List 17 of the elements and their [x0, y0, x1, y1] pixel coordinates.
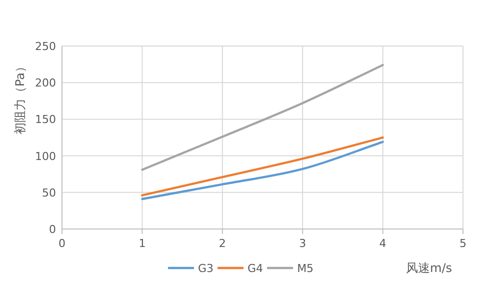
- x-tick-label: 3: [299, 237, 306, 250]
- y-axis-title: 初阻力（Pa）: [13, 60, 27, 135]
- y-tick-label: 250: [35, 40, 56, 53]
- y-tick-label: 200: [35, 76, 56, 90]
- y-tick-label: 0: [49, 223, 56, 236]
- x-tick-label: 4: [379, 237, 386, 250]
- legend-label: G3: [198, 262, 214, 275]
- x-tick-label: 5: [460, 237, 466, 250]
- x-tick-label: 1: [138, 237, 146, 250]
- x-tick-label: 2: [218, 237, 226, 250]
- legend-label: M5: [297, 262, 314, 275]
- y-tick-label: 150: [35, 113, 56, 126]
- y-tick-label: 50: [42, 186, 56, 200]
- legend-label: G4: [248, 262, 264, 275]
- x-tick-label: 0: [58, 237, 66, 250]
- y-tick-label: 100: [35, 150, 56, 163]
- x-axis-title: 风速m/s: [406, 261, 452, 275]
